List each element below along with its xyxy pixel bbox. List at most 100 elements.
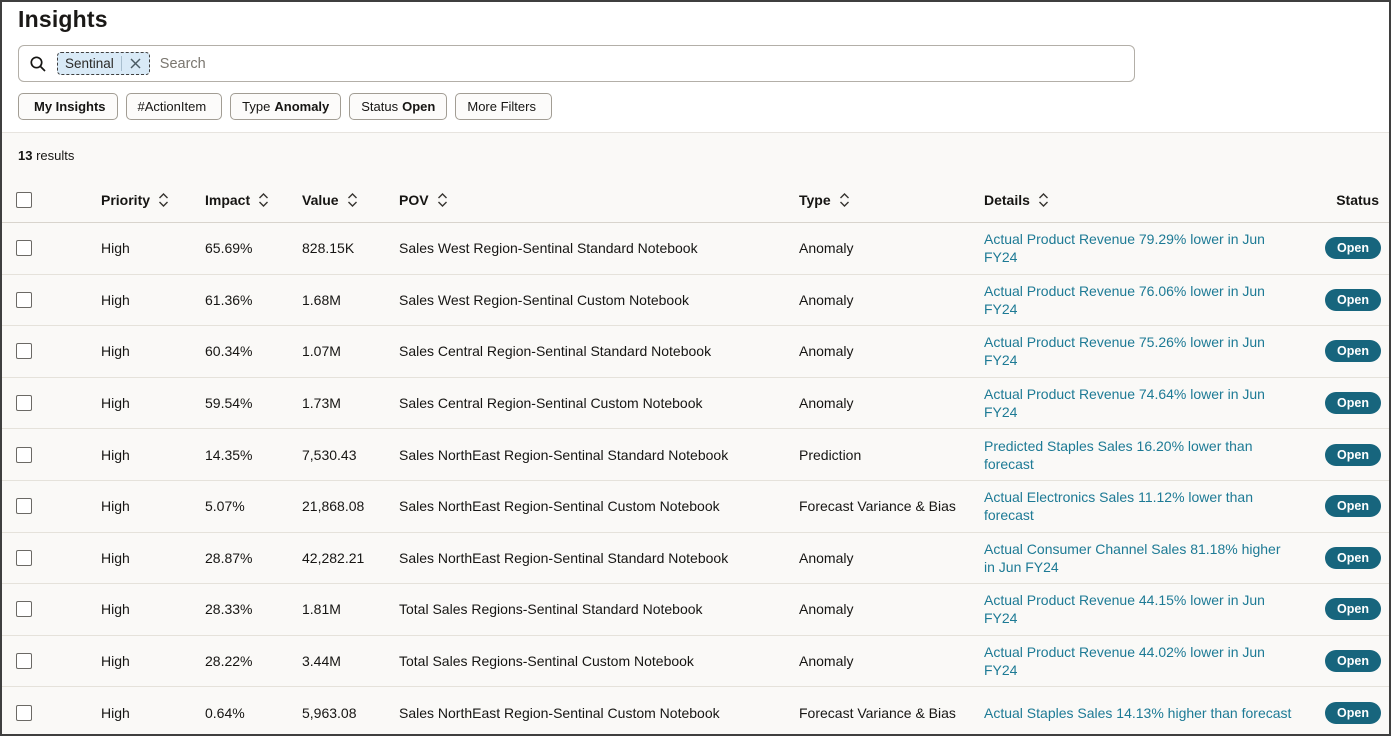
filter-type-anomaly[interactable]: Type Anomaly [230,93,342,120]
pov-cell: Total Sales Regions-Sentinal Custom Note… [399,653,694,670]
status-badge[interactable]: Open [1325,443,1381,466]
type-cell: Anomaly [799,395,854,412]
priority-cell: High [101,653,130,670]
pov-cell: Sales Central Region-Sentinal Standard N… [399,343,712,360]
column-header-impact[interactable]: Impact [205,192,302,208]
priority-cell: High [101,549,130,566]
row-checkbox[interactable] [16,343,32,360]
priority-cell: High [101,240,130,257]
type-cell: Anomaly [799,601,854,618]
details-link[interactable]: Actual Consumer Channel Sales 81.18% hig… [984,540,1281,575]
filter-action-item[interactable]: #ActionItem [125,93,223,120]
status-badge[interactable]: Open [1325,702,1381,725]
details-link[interactable]: Actual Product Revenue 79.29% lower in J… [984,231,1265,266]
status-badge[interactable]: Open [1325,650,1381,673]
sort-icon [437,192,448,207]
close-icon [130,58,141,69]
impact-cell: 0.64% [205,705,245,722]
priority-cell: High [101,498,130,515]
status-badge[interactable]: Open [1325,340,1381,363]
status-badge[interactable]: Open [1325,546,1381,569]
details-link[interactable]: Actual Staples Sales 14.13% higher than … [984,705,1292,722]
table-row: High 61.36% 1.68M Sales West Region-Sent… [2,275,1389,327]
details-link[interactable]: Actual Product Revenue 74.64% lower in J… [984,386,1265,421]
column-header-priority[interactable]: Priority [101,192,205,208]
sort-icon [158,192,169,207]
value-cell: 5,963.08 [302,705,357,722]
priority-cell: High [101,395,130,412]
details-link[interactable]: Actual Product Revenue 76.06% lower in J… [984,282,1265,317]
filter-my-insights[interactable]: My Insights [18,93,118,120]
column-header-pov[interactable]: POV [399,192,799,208]
type-cell: Anomaly [799,291,854,308]
value-cell: 1.68M [302,291,341,308]
pov-cell: Sales NorthEast Region-Sentinal Custom N… [399,498,720,515]
priority-cell: High [101,291,130,308]
column-header-details[interactable]: Details [984,192,1311,208]
search-input[interactable] [159,55,1124,72]
type-cell: Prediction [799,446,862,463]
impact-cell: 60.34% [205,343,253,360]
priority-cell: High [101,446,130,463]
details-link[interactable]: Predicted Staples Sales 16.20% lower tha… [984,437,1253,472]
details-link[interactable]: Actual Product Revenue 44.15% lower in J… [984,592,1265,627]
row-checkbox[interactable] [16,601,32,618]
table-header: Priority Impact Value POV [2,177,1389,223]
table-row: High 28.22% 3.44M Total Sales Regions-Se… [2,636,1389,688]
impact-cell: 28.33% [205,601,253,618]
details-link[interactable]: Actual Product Revenue 75.26% lower in J… [984,334,1265,369]
impact-cell: 65.69% [205,240,253,257]
priority-cell: High [101,601,130,618]
remove-search-term-button[interactable] [129,57,142,70]
row-checkbox[interactable] [16,653,32,670]
type-cell: Anomaly [799,653,854,670]
pov-cell: Sales West Region-Sentinal Custom Notebo… [399,291,690,308]
filter-bar: My Insights #ActionItem Type Anomaly Stat… [18,93,1373,120]
status-badge[interactable]: Open [1325,237,1381,260]
status-badge[interactable]: Open [1325,392,1381,415]
status-badge[interactable]: Open [1325,598,1381,621]
sort-icon [258,192,269,207]
details-link[interactable]: Actual Electronics Sales 11.12% lower th… [984,489,1253,524]
search-box[interactable]: Sentinal [18,45,1135,82]
priority-cell: High [101,343,130,360]
search-term-label: Sentinal [65,56,114,71]
table-row: High 60.34% 1.07M Sales Central Region-S… [2,326,1389,378]
select-all-checkbox[interactable] [16,191,32,208]
filter-status-open[interactable]: Status Open [349,93,448,120]
status-badge[interactable]: Open [1325,288,1381,311]
impact-cell: 59.54% [205,395,253,412]
table-row: High 14.35% 7,530.43 Sales NorthEast Reg… [2,429,1389,481]
column-header-value[interactable]: Value [302,192,399,208]
row-checkbox[interactable] [16,498,32,515]
search-term-chip[interactable]: Sentinal [57,52,150,75]
select-all-cell [2,191,46,208]
row-checkbox[interactable] [16,705,32,722]
pov-cell: Total Sales Regions-Sentinal Standard No… [399,601,703,618]
row-checkbox[interactable] [16,395,32,412]
pov-cell: Sales NorthEast Region-Sentinal Custom N… [399,705,720,722]
column-header-type[interactable]: Type [799,192,984,208]
page-title: Insights [18,6,108,32]
type-cell: Forecast Variance & Bias [799,705,956,722]
pov-cell: Sales NorthEast Region-Sentinal Standard… [399,446,729,463]
row-checkbox[interactable] [16,446,32,463]
type-cell: Forecast Variance & Bias [799,498,956,515]
chip-divider [120,56,122,71]
row-checkbox[interactable] [16,291,32,308]
priority-cell: High [101,705,130,722]
pov-cell: Sales West Region-Sentinal Standard Note… [399,240,698,257]
value-cell: 828.15K [302,240,355,257]
value-cell: 42,282.21 [302,549,365,566]
page-header: Insights Sentinal My Insights [2,2,1389,133]
status-badge[interactable]: Open [1325,495,1381,518]
impact-cell: 28.87% [205,549,253,566]
row-checkbox[interactable] [16,549,32,566]
details-link[interactable]: Actual Product Revenue 44.02% lower in J… [984,644,1265,679]
type-cell: Anomaly [799,240,854,257]
more-filters-button[interactable]: More Filters [455,93,552,120]
impact-cell: 5.07% [205,498,245,515]
row-checkbox[interactable] [16,240,32,257]
table-row: High 28.87% 42,282.21 Sales NorthEast Re… [2,533,1389,585]
